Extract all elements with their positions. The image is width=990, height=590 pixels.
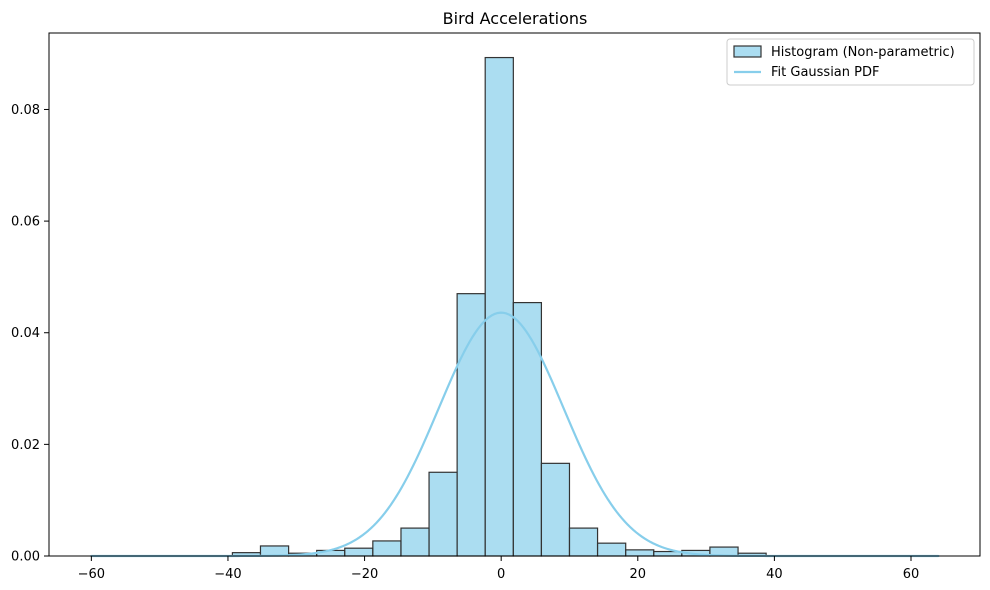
histogram-bar bbox=[456, 293, 486, 557]
histogram-bar bbox=[372, 540, 402, 557]
histogram-bar bbox=[568, 527, 599, 557]
legend-histogram-label: Histogram (Non-parametric) bbox=[771, 45, 955, 60]
histogram-bar bbox=[484, 56, 514, 557]
legend: Histogram (Non-parametric) Fit Gaussian … bbox=[726, 38, 975, 86]
histogram-bar bbox=[428, 471, 458, 557]
histogram-bar bbox=[512, 301, 543, 557]
y-tick-label: 0.08 bbox=[11, 103, 40, 118]
chart-title: Bird Accelerations bbox=[443, 9, 588, 28]
x-tick-label: 40 bbox=[766, 567, 783, 582]
histogram-bars bbox=[231, 56, 767, 557]
histogram-bar bbox=[344, 547, 374, 557]
histogram-bar bbox=[540, 462, 571, 557]
histogram-bar bbox=[596, 542, 627, 557]
y-tick-label: 0.02 bbox=[11, 438, 40, 453]
x-tick-label: −40 bbox=[214, 567, 241, 582]
y-tick-label: 0.06 bbox=[11, 215, 40, 230]
histogram-bar bbox=[625, 549, 655, 557]
plot-frame bbox=[48, 32, 981, 557]
x-axis-ticks: −60 −40 −20 0 20 40 60 bbox=[78, 556, 920, 582]
x-tick-label: 60 bbox=[903, 567, 920, 582]
x-tick-label: −20 bbox=[351, 567, 378, 582]
legend-gaussian-label: Fit Gaussian PDF bbox=[771, 65, 879, 80]
legend-histogram-swatch bbox=[733, 45, 762, 58]
legend-box bbox=[726, 38, 975, 86]
x-tick-label: 20 bbox=[630, 567, 647, 582]
y-tick-label: 0.04 bbox=[11, 326, 40, 341]
y-tick-label: 0.00 bbox=[11, 550, 40, 565]
x-tick-label: −60 bbox=[78, 567, 105, 582]
histogram-bar bbox=[400, 527, 430, 557]
y-axis-ticks: 0.00 0.02 0.04 0.06 0.08 bbox=[11, 103, 49, 565]
x-tick-label: 0 bbox=[497, 567, 505, 582]
